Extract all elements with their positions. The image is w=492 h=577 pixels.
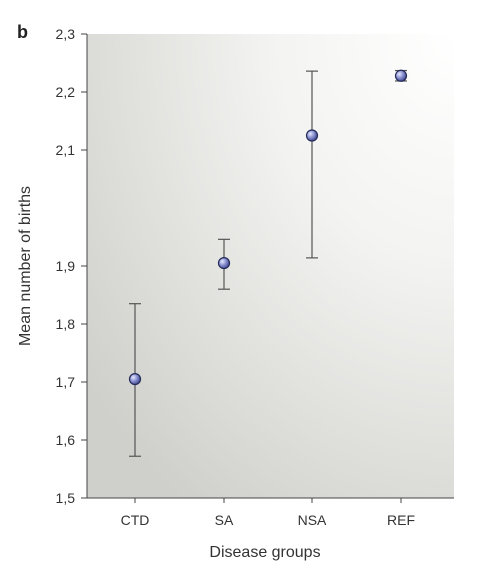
y-tick-label: 1,5	[56, 490, 76, 506]
y-axis: 1,5 1,6 1,7 1,8 1,9 2,1 2,2 2,3 Mean number of …	[17, 26, 88, 506]
x-tick-label: CTD	[121, 512, 150, 528]
x-axis: CTD SA NSA REF Disease groups	[87, 497, 454, 561]
data-point-ctd	[128, 373, 142, 386]
x-axis-title: Disease groups	[209, 544, 320, 561]
plot-background	[87, 34, 454, 498]
y-tick-label: 1,6	[56, 432, 76, 448]
x-tick-label: SA	[215, 512, 234, 528]
data-point-nsa	[305, 129, 319, 142]
y-tick-label: 2,1	[56, 142, 76, 158]
data-point-sa	[217, 257, 231, 270]
x-tick-group: CTD SA NSA REF	[121, 498, 415, 528]
x-tick-label: NSA	[298, 512, 327, 528]
y-tick-label: 1,9	[56, 258, 76, 274]
x-tick-label: REF	[387, 512, 415, 528]
y-tick-label: 1,8	[56, 316, 76, 332]
y-tick-label: 2,3	[56, 26, 76, 42]
y-tick-label: 2,2	[56, 84, 76, 100]
y-axis-title: Mean number of births	[17, 186, 34, 346]
y-tick-label: 1,7	[56, 374, 76, 390]
y-tick-group: 1,5 1,6 1,7 1,8 1,9 2,1 2,2 2,3	[56, 26, 87, 506]
data-series	[128, 69, 408, 457]
panel-label: b	[17, 22, 28, 42]
data-point-ref	[394, 69, 408, 82]
